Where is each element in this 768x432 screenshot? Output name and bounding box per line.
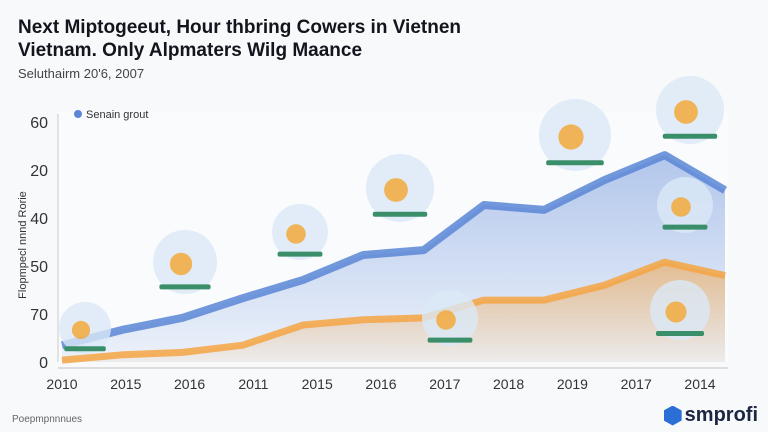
illustration-figure	[169, 252, 193, 276]
brand-name: smprofi	[684, 404, 758, 426]
x-tick-label: 2016	[365, 376, 396, 392]
illustration-base	[656, 331, 704, 336]
y-tick-label: 60	[30, 115, 48, 132]
legend-marker	[74, 110, 82, 118]
illustration-figure	[384, 178, 408, 202]
x-tick-label: 2011	[238, 376, 268, 392]
x-tick-label: 2018	[493, 376, 524, 392]
x-tick-label: 2016	[174, 376, 205, 392]
logo-icon	[663, 405, 682, 426]
y-tick-label: 70	[30, 307, 48, 324]
illustration-figure	[286, 224, 306, 244]
footer-note: Poepmpnnnues	[12, 414, 83, 425]
y-tick-label: 0	[39, 355, 48, 372]
illustration-base	[662, 133, 718, 139]
x-tick-label: 2017	[621, 376, 652, 392]
series-1-line	[61, 258, 726, 364]
illustration-figure	[665, 301, 687, 323]
x-tick-label: 2010	[46, 376, 77, 392]
chart-subtitle: Seluthairm 20'6, 2007	[18, 66, 145, 81]
x-tick-label: 2014	[684, 376, 715, 392]
illustration-base	[277, 251, 323, 257]
brand-logo: smprofi	[663, 404, 758, 427]
legend-label: Senain grout	[86, 109, 148, 121]
illustration-figure	[558, 124, 584, 150]
illustration-base	[427, 337, 473, 343]
y-tick-label: 20	[30, 163, 48, 180]
illustration-figure	[671, 197, 691, 217]
y-tick-label: 50	[30, 259, 48, 276]
illustration-base	[64, 346, 106, 352]
y-tick-label: 40	[30, 211, 48, 228]
illustration-base	[372, 211, 428, 217]
x-tick-label: 2015	[302, 376, 333, 392]
x-tick-label: 2015	[110, 376, 141, 392]
y-axis-label: Flopmpecl nnnd Rorie	[17, 191, 29, 299]
series-1-area	[62, 262, 725, 362]
illustration-figure	[436, 310, 456, 330]
x-tick-label: 2019	[557, 376, 588, 392]
illustration-figure	[674, 100, 698, 124]
x-tick-label: 2017	[429, 376, 460, 392]
illustration-base	[662, 224, 708, 230]
illustration-figure	[71, 320, 91, 340]
illustration-base	[546, 160, 604, 166]
series-0-line	[61, 151, 728, 350]
chart-title: Next Miptogeeut, Hour thbring Cowers in …	[18, 17, 462, 61]
illustration-base	[159, 284, 211, 290]
